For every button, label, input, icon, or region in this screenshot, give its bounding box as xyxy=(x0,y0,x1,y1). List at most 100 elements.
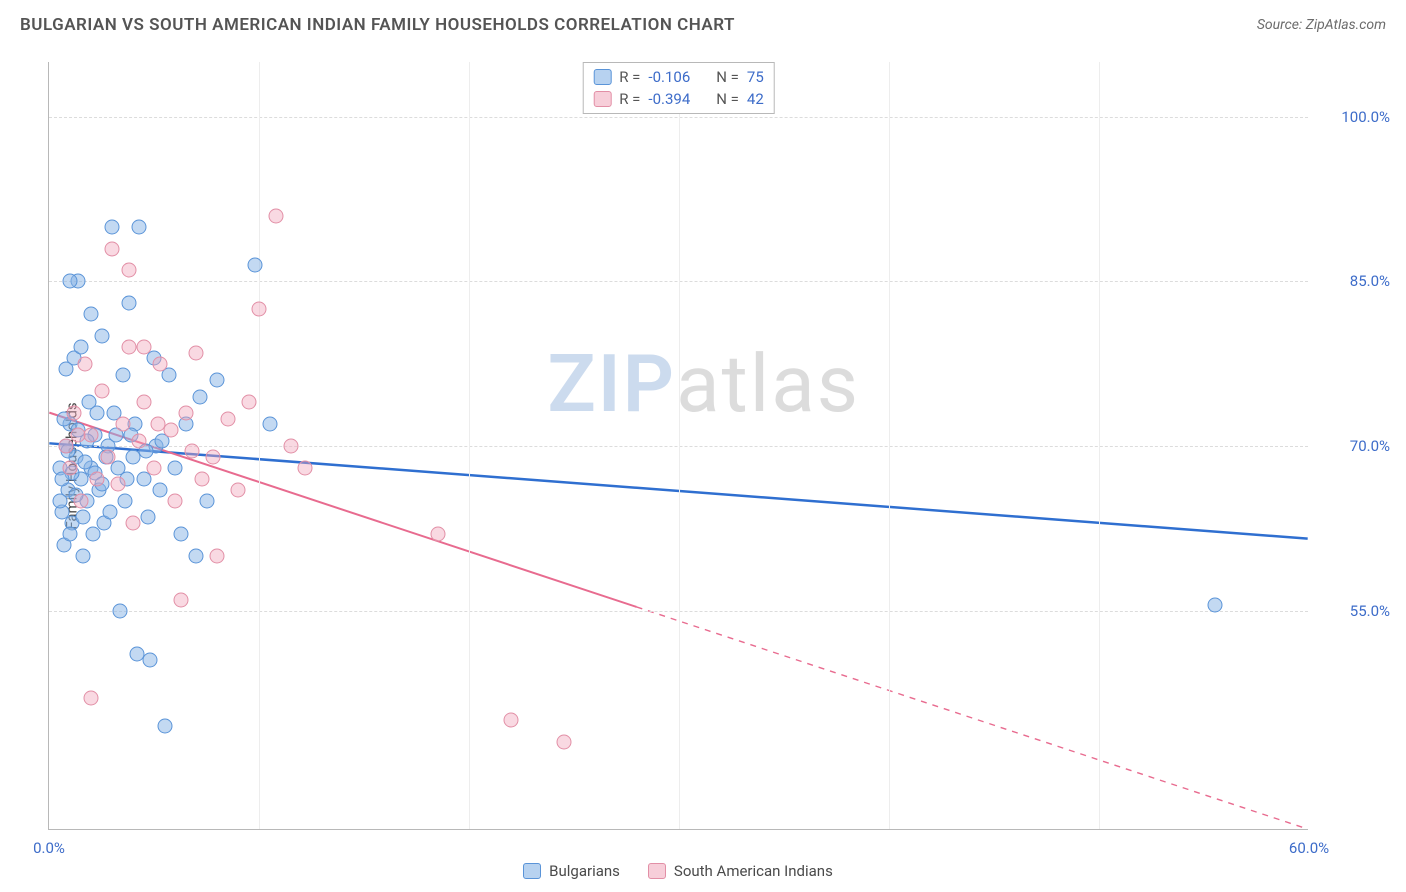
bottom-legend: Bulgarians South American Indians xyxy=(48,862,1308,880)
scatter-point xyxy=(63,460,78,475)
scatter-point xyxy=(132,433,147,448)
scatter-point xyxy=(121,340,136,355)
y-tick-label: 55.0% xyxy=(1316,602,1390,620)
scatter-point xyxy=(63,526,78,541)
scatter-point xyxy=(153,356,168,371)
x-tick-label: 0.0% xyxy=(33,839,65,857)
stat-r-value: -0.106 xyxy=(648,68,690,86)
scatter-point xyxy=(130,647,145,662)
scatter-point xyxy=(252,301,267,316)
legend-item-pink: South American Indians xyxy=(648,862,833,880)
scatter-point xyxy=(1207,598,1222,613)
y-tick-label: 100.0% xyxy=(1316,108,1390,126)
scatter-point xyxy=(71,428,86,443)
scatter-point xyxy=(113,603,128,618)
scatter-point xyxy=(115,417,130,432)
scatter-point xyxy=(121,296,136,311)
scatter-point xyxy=(262,417,277,432)
scatter-point xyxy=(117,493,132,508)
scatter-point xyxy=(75,510,90,525)
scatter-point xyxy=(151,417,166,432)
scatter-point xyxy=(90,471,105,486)
scatter-point xyxy=(84,307,99,322)
scatter-point xyxy=(73,493,88,508)
swatch-pink-icon xyxy=(593,91,611,107)
gridline-v xyxy=(1099,62,1100,829)
scatter-point xyxy=(195,471,210,486)
scatter-point xyxy=(140,510,155,525)
scatter-point xyxy=(111,477,126,492)
y-tick-label: 85.0% xyxy=(1316,272,1390,290)
scatter-point xyxy=(231,482,246,497)
scatter-point xyxy=(121,263,136,278)
scatter-point xyxy=(132,219,147,234)
gridline-v xyxy=(889,62,890,829)
scatter-point xyxy=(153,482,168,497)
scatter-point xyxy=(52,493,67,508)
stat-row-blue: R = -0.106 N = 75 xyxy=(593,66,764,88)
stat-n-value: 75 xyxy=(747,68,764,86)
scatter-point xyxy=(105,241,120,256)
watermark: ZIPatlas xyxy=(547,337,860,431)
swatch-pink-icon xyxy=(648,863,666,879)
scatter-point xyxy=(105,219,120,234)
stat-r-value: -0.394 xyxy=(648,90,690,108)
scatter-point xyxy=(205,449,220,464)
stat-r-label: R = xyxy=(619,68,640,86)
scatter-point xyxy=(178,406,193,421)
stat-n-value: 42 xyxy=(747,90,764,108)
scatter-point xyxy=(77,356,92,371)
scatter-point xyxy=(189,548,204,563)
gridline-v xyxy=(679,62,680,829)
stat-n-label: N = xyxy=(716,68,739,86)
scatter-point xyxy=(168,460,183,475)
scatter-point xyxy=(67,406,82,421)
scatter-point xyxy=(189,345,204,360)
scatter-point xyxy=(298,460,313,475)
scatter-point xyxy=(136,340,151,355)
scatter-point xyxy=(147,460,162,475)
swatch-blue-icon xyxy=(523,863,541,879)
x-tick-label: 60.0% xyxy=(1289,839,1329,857)
stats-box: R = -0.106 N = 75 R = -0.394 N = 42 xyxy=(582,62,775,114)
scatter-point xyxy=(58,439,73,454)
y-tick-label: 70.0% xyxy=(1316,437,1390,455)
scatter-point xyxy=(199,493,214,508)
source-label: Source: ZipAtlas.com xyxy=(1257,17,1386,33)
scatter-point xyxy=(556,735,571,750)
scatter-point xyxy=(184,444,199,459)
gridline-v xyxy=(259,62,260,829)
scatter-point xyxy=(430,526,445,541)
scatter-point xyxy=(75,548,90,563)
chart-title: BULGARIAN VS SOUTH AMERICAN INDIAN FAMIL… xyxy=(20,15,735,35)
legend-item-blue: Bulgarians xyxy=(523,862,620,880)
scatter-point xyxy=(90,406,105,421)
scatter-point xyxy=(94,329,109,344)
scatter-point xyxy=(210,548,225,563)
scatter-point xyxy=(168,493,183,508)
scatter-point xyxy=(100,449,115,464)
scatter-point xyxy=(126,515,141,530)
scatter-point xyxy=(504,713,519,728)
stat-n-label: N = xyxy=(716,90,739,108)
scatter-point xyxy=(136,395,151,410)
scatter-point xyxy=(247,257,262,272)
scatter-point xyxy=(268,208,283,223)
scatter-point xyxy=(193,389,208,404)
scatter-point xyxy=(63,274,78,289)
scatter-point xyxy=(102,504,117,519)
plot-region: ZIPatlas R = -0.106 N = 75 R = -0.394 N … xyxy=(48,62,1308,830)
stat-row-pink: R = -0.394 N = 42 xyxy=(593,88,764,110)
scatter-point xyxy=(174,592,189,607)
scatter-point xyxy=(283,439,298,454)
scatter-point xyxy=(174,526,189,541)
legend-label: Bulgarians xyxy=(549,862,620,880)
scatter-point xyxy=(241,395,256,410)
scatter-point xyxy=(58,362,73,377)
swatch-blue-icon xyxy=(593,69,611,85)
scatter-point xyxy=(157,718,172,733)
scatter-point xyxy=(84,691,99,706)
gridline-v xyxy=(469,62,470,829)
legend-label: South American Indians xyxy=(674,862,833,880)
scatter-point xyxy=(220,411,235,426)
